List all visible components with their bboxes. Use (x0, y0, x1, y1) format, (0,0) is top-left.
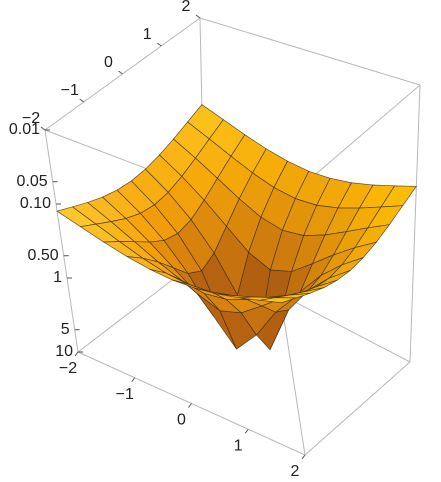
y-tick (40, 126, 46, 131)
surface-patch (260, 297, 297, 304)
x-tick (188, 403, 192, 408)
z-tick-label: 1 (53, 269, 62, 286)
labels: −2 −1 0 1 2 −2 −1 0 1 2 0.01 0.05 0.10 0.50 1 5 10 (9, 0, 306, 480)
x-tick (131, 377, 136, 383)
y-tick (156, 42, 162, 47)
z-tick-label: 5 (61, 321, 70, 338)
x-tick-label: −2 (59, 360, 77, 377)
z-tick-label: 0.01 (9, 121, 40, 138)
z-tick-label: 10 (55, 343, 73, 360)
x-tick (301, 454, 306, 460)
x-tick-label: 1 (234, 437, 243, 454)
z-tick-label: 0.50 (28, 247, 59, 264)
y-tick-label: 1 (143, 26, 152, 43)
x-tick (74, 351, 79, 357)
x-tick (244, 428, 249, 434)
y-tick-label: −2 (22, 110, 40, 127)
x-tick-label: −1 (116, 386, 134, 403)
x-tick-label: 2 (291, 463, 300, 480)
y-tick-label: −1 (61, 82, 79, 99)
box-edge (304, 361, 411, 456)
y-tick (118, 70, 123, 75)
z-tick-label: 0.05 (17, 173, 48, 190)
y-tick (79, 98, 85, 103)
y-tick-label: 2 (182, 0, 191, 15)
z-tick-label: 0.10 (20, 195, 51, 212)
box-edge (44, 129, 79, 353)
surface (56, 104, 418, 351)
box-edge (409, 84, 421, 363)
box-edge (199, 17, 421, 86)
y-tick-label: 0 (104, 54, 113, 71)
y-tick (195, 14, 201, 19)
x-tick-label: 0 (177, 412, 186, 429)
